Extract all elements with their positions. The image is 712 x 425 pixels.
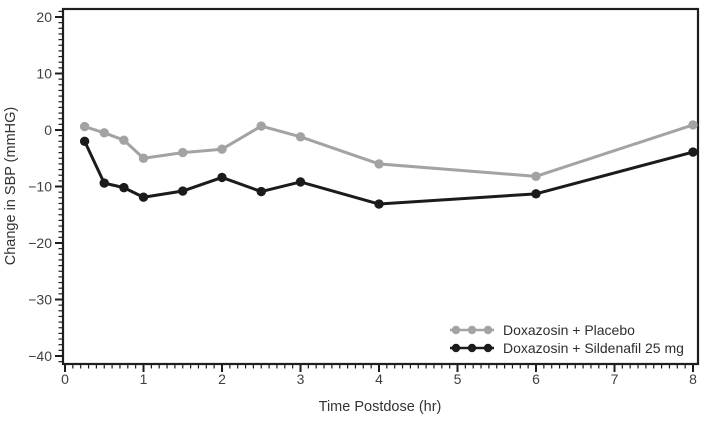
data-point [688, 147, 698, 157]
data-point [217, 144, 227, 154]
x-tick-label: 1 [140, 371, 148, 387]
data-point [178, 186, 188, 196]
data-point [256, 186, 266, 197]
data-point [178, 147, 188, 158]
data-point [119, 182, 129, 193]
data-point [79, 136, 90, 146]
y-tick-label: −30 [28, 292, 52, 308]
y-axis-ticks [55, 10, 63, 363]
data-point [374, 199, 384, 209]
y-axis-tick-labels: 20 10 0 −10 −20 −30 −40 [28, 9, 52, 364]
y-axis-title: Change in SBP (mmHG) [3, 106, 19, 266]
data-point [217, 172, 227, 183]
data-point [99, 128, 109, 138]
series-sildenafil [79, 136, 698, 209]
legend-label-placebo: Doxazosin + Placebo [503, 321, 635, 338]
legend-line-marker-icon [450, 325, 494, 334]
series-line [83, 123, 695, 178]
x-tick-label: 6 [532, 371, 540, 387]
x-tick-label: 7 [611, 371, 619, 387]
series-line [83, 139, 695, 206]
x-axis-ticks [64, 364, 694, 372]
x-axis-title: Time Postdose (hr) [318, 399, 442, 415]
data-point [688, 120, 698, 130]
y-tick-label: −20 [28, 235, 52, 251]
data-point [531, 171, 541, 182]
data-point [138, 153, 149, 163]
x-tick-label: 5 [454, 371, 462, 387]
data-point [138, 192, 149, 202]
legend-label-sildenafil: Doxazosin + Sildenafil 25 mg [503, 339, 684, 356]
data-point [79, 121, 90, 132]
y-tick-label: 0 [44, 122, 52, 138]
x-tick-label: 3 [297, 371, 305, 387]
y-tick-label: 20 [36, 9, 52, 25]
legend-item-placebo: Doxazosin + Placebo [449, 321, 684, 338]
x-tick-label: 0 [61, 371, 69, 387]
data-point [119, 135, 129, 145]
legend: Doxazosin + Placebo Doxazosin + Sildenaf… [449, 321, 684, 356]
y-tick-label: −10 [28, 179, 52, 195]
data-point [99, 178, 109, 188]
plot-frame [61, 7, 700, 366]
legend-line-marker-icon [450, 343, 494, 352]
legend-item-sildenafil: Doxazosin + Sildenafil 25 mg [449, 339, 684, 356]
x-tick-label: 2 [218, 371, 226, 387]
y-tick-label: −40 [28, 348, 52, 364]
data-point [531, 189, 541, 199]
data-point [374, 159, 384, 169]
y-tick-label: 10 [36, 66, 52, 82]
x-axis-tick-labels: 0 1 2 3 4 5 6 7 8 [61, 371, 697, 387]
data-point [295, 177, 306, 187]
data-point [256, 121, 266, 131]
x-tick-label: 8 [689, 371, 697, 387]
series-placebo [79, 120, 698, 182]
data-point [295, 132, 306, 142]
x-tick-label: 4 [375, 371, 383, 387]
